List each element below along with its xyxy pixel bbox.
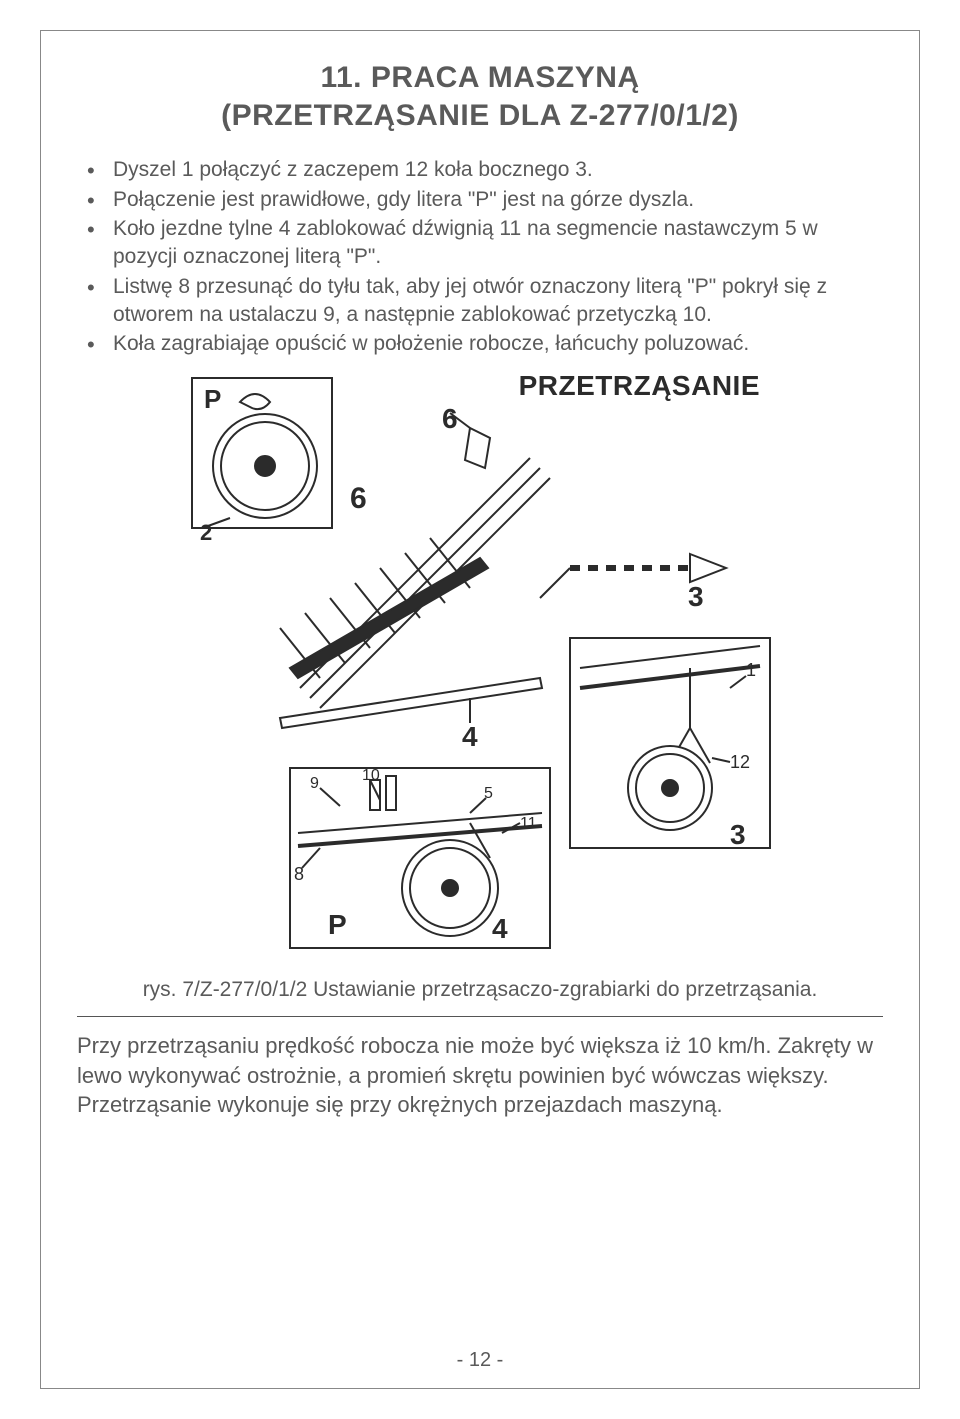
technical-figure: PRZETRZĄSANIE P 2 6 [170, 368, 790, 958]
label-2: 2 [200, 520, 212, 545]
label-3b: 3 [730, 819, 746, 850]
label-9: 9 [310, 775, 319, 792]
diagram-svg: P 2 6 [170, 368, 790, 958]
label-4a: 4 [462, 721, 478, 752]
list-item-text: Dyszel 1 połączyć z zaczepem 12 koła boc… [113, 158, 593, 181]
label-P-top: P [204, 384, 221, 414]
label-4b: 4 [492, 913, 508, 944]
label-6b: 6 [442, 403, 458, 434]
section-title: 11. PRACA MASZYNĄ (PRZETRZĄSANIE DLA Z-2… [77, 59, 883, 134]
list-item-text: Koło jezdne tylne 4 zablokować dźwignią … [113, 217, 818, 268]
list-item: Listwę 8 przesunąć do tyłu tak, aby jej … [77, 273, 883, 328]
page-number: - 12 - [41, 1349, 919, 1372]
label-10: 10 [362, 767, 380, 784]
label-8: 8 [294, 864, 304, 884]
title-line-1: 11. PRACA MASZYNĄ [320, 61, 639, 94]
label-12: 12 [730, 752, 750, 772]
instruction-list: Dyszel 1 połączyć z zaczepem 12 koła boc… [77, 156, 883, 358]
label-5: 5 [484, 785, 493, 802]
list-item-text: Połączenie jest prawidłowe, gdy litera "… [113, 188, 694, 211]
label-11: 11 [520, 815, 537, 832]
diagram-title: PRZETRZĄSANIE [519, 370, 760, 402]
list-item: Koła zagrabiająe opuścić w położenie rob… [77, 330, 883, 358]
list-item: Dyszel 1 połączyć z zaczepem 12 koła boc… [77, 156, 883, 184]
list-item: Koło jezdne tylne 4 zablokować dźwignią … [77, 215, 883, 270]
page-frame: 11. PRACA MASZYNĄ (PRZETRZĄSANIE DLA Z-2… [40, 30, 920, 1389]
title-line-2: (PRZETRZĄSANIE DLA Z-277/0/1/2) [221, 99, 739, 132]
list-item: Połączenie jest prawidłowe, gdy litera "… [77, 186, 883, 214]
label-1: 1 [746, 660, 756, 680]
label-3a: 3 [688, 581, 704, 612]
label-6a: 6 [350, 482, 367, 515]
list-item-text: Listwę 8 przesunąć do tyłu tak, aby jej … [113, 275, 827, 326]
list-item-text: Koła zagrabiająe opuścić w położenie rob… [113, 332, 749, 355]
figure-caption: rys. 7/Z-277/0/1/2 Ustawianie przetrząsa… [77, 978, 883, 1002]
separator [77, 1016, 883, 1017]
label-P-bottom: P [328, 909, 347, 940]
operating-note: Przy przetrząsaniu prędkość robocza nie … [77, 1031, 883, 1119]
